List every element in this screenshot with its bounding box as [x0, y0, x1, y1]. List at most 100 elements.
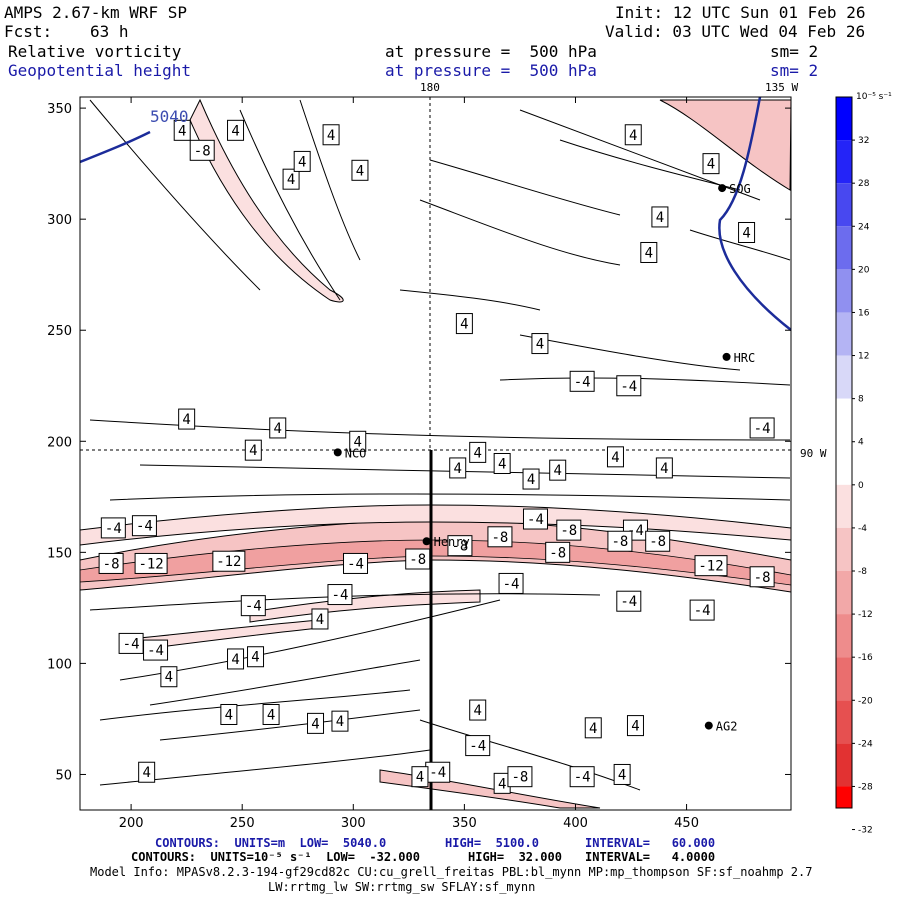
- contour-label-text: 4: [178, 123, 186, 139]
- contour-label: 4: [469, 441, 487, 463]
- contour-label-text: -4: [574, 374, 591, 390]
- contour-lines: [89, 99, 791, 791]
- footer-height-contours: CONTOURS: UNITS=m LOW= 5040.0: [155, 836, 387, 850]
- contour-label-box: [227, 648, 245, 670]
- contour-label-box: [269, 417, 287, 439]
- contour-label-box: [327, 584, 353, 606]
- contour-label-box: [569, 766, 595, 788]
- contour-label-box: [293, 150, 311, 172]
- contour-label-box: [160, 666, 178, 688]
- contour-label-text: 4: [618, 767, 626, 783]
- contour-label-box: [311, 608, 329, 630]
- contour-label: 4: [493, 452, 511, 474]
- model-info-line2: LW:rrtmg_lw SW:rrtmg_sw SFLAY:sf_mynn: [268, 880, 536, 894]
- contour-label: 4: [311, 608, 329, 630]
- colorbar-tick-label: -28: [858, 782, 873, 792]
- contour-label: 4: [307, 712, 325, 734]
- contour-label-box: [616, 375, 642, 397]
- contour-label: -8: [607, 530, 633, 552]
- contour-label-box: [569, 370, 595, 392]
- contour-label-box: [331, 710, 349, 732]
- colorbar-swatch: [836, 140, 852, 184]
- contour-label: -4: [749, 417, 775, 439]
- contour-label-text: -8: [649, 534, 666, 550]
- contour-label: 4: [322, 124, 340, 146]
- contour-label-text: 4: [354, 434, 362, 450]
- contour-label-box: [322, 124, 340, 146]
- height-contour-label: 5040: [150, 107, 189, 126]
- contour-label-text: 4: [336, 714, 344, 730]
- contour-label-text: 4: [645, 245, 653, 261]
- contour-label: -4: [327, 584, 353, 606]
- contour-label-box: [455, 313, 473, 335]
- contour-label-text: 4: [356, 163, 364, 179]
- contour-label-box: [349, 430, 367, 452]
- init-time: Init: 12 UTC Sun 01 Feb 26: [615, 3, 866, 22]
- contour-label: -8: [749, 566, 775, 588]
- weak-vorticity-band: [80, 504, 791, 546]
- contour-label-text: 4: [660, 461, 668, 477]
- contour-label-text: 4: [267, 707, 275, 723]
- contour-label-text: 4: [182, 412, 190, 428]
- contour-label: 4: [282, 168, 300, 190]
- colorbar-swatch: [836, 312, 852, 356]
- x-tick-label: 200: [119, 816, 144, 831]
- field2-level: at pressure = 500 hPa: [385, 61, 597, 80]
- contour-label-box: [138, 761, 156, 783]
- contour-label: -4: [522, 508, 548, 530]
- station-henry: Henry: [422, 535, 470, 549]
- contour-label: -8: [545, 541, 571, 563]
- lon-label-180: 180: [420, 81, 440, 94]
- contour-label-text: 4: [165, 670, 173, 686]
- colorbar-tick-label: 4: [858, 438, 864, 448]
- y-tick-label: 100: [47, 657, 72, 672]
- contour-label-text: 4: [611, 450, 619, 466]
- contour-label-text: -4: [620, 594, 637, 610]
- contour-label-text: -4: [332, 588, 349, 604]
- x-tick-label: 250: [230, 816, 255, 831]
- contour-label-text: -12: [698, 559, 723, 575]
- contour-label-text: -8: [194, 143, 211, 159]
- contour-label-text: -4: [694, 603, 711, 619]
- colorbar-swatch: [836, 183, 852, 227]
- contour-label-box: [531, 333, 549, 355]
- contour-label-box: [545, 541, 571, 563]
- colorbar-swatch: [836, 484, 852, 528]
- colorbar-swatch: [836, 571, 852, 615]
- contour-label-box: [498, 572, 524, 594]
- contour-label-box: [405, 548, 431, 570]
- contour-label: 4: [522, 468, 540, 490]
- contour-label-box: [134, 552, 168, 574]
- contour-label-box: [282, 168, 300, 190]
- x-tick-label: 450: [674, 816, 699, 831]
- contour-label: 4: [227, 119, 245, 141]
- footer-height-interval: INTERVAL= 60.000: [585, 836, 716, 850]
- station-label: NCO: [345, 446, 367, 460]
- contour-label: -8: [556, 519, 582, 541]
- forecast-label: Fcst:: [4, 22, 53, 41]
- contour-label-box: [212, 550, 246, 572]
- contour-label-box: [487, 526, 513, 548]
- plot-frame: [79, 96, 792, 811]
- contour-label-text: -4: [105, 521, 122, 537]
- ne-vorticity-region: [659, 99, 791, 191]
- contour-label: -4: [118, 632, 144, 654]
- contour-label: -4: [343, 552, 369, 574]
- contour-label-box: [143, 639, 169, 661]
- contour-label: 4: [549, 459, 567, 481]
- contour-label-text: -8: [560, 523, 577, 539]
- contour-label-text: 4: [311, 716, 319, 732]
- colorbar-tick-label: -12: [858, 610, 873, 620]
- contour-label-text: -4: [503, 576, 520, 592]
- contour-label-box: [227, 119, 245, 141]
- station-markers: KLNHRCNCOHenryAG2SOG: [333, 182, 755, 734]
- field1-smoothing: sm= 2: [770, 42, 819, 61]
- y-tick-label: 50: [55, 768, 72, 783]
- contour-label: 4: [160, 666, 178, 688]
- contour-label: 4: [626, 715, 644, 737]
- contour-label: -4: [689, 599, 715, 621]
- contour-label: -4: [465, 735, 491, 757]
- contour-label-text: 4: [536, 337, 544, 353]
- colorbar-swatch: [836, 700, 852, 744]
- contour-label: -12: [134, 552, 168, 574]
